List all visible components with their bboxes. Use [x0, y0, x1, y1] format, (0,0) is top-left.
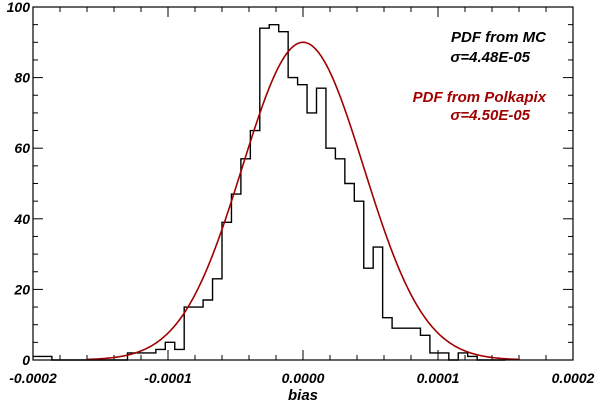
- x-axis-title: bias: [288, 387, 318, 404]
- y-tick-labels: 0 20 40 60 80 100: [7, 0, 31, 368]
- y-tick-label: 80: [14, 70, 30, 86]
- plot-frame: [32, 6, 574, 361]
- x-tick-label: -0.0001: [144, 370, 192, 386]
- mc-histogram-series: [33, 23, 506, 361]
- polkapix-gaussian-series: [86, 41, 520, 361]
- x-tick-labels: -0.0002 -0.0001 0.0000 0.0001 0.0002: [9, 370, 594, 386]
- legend-polkapix-sigma: σ=4.50E-05: [450, 107, 530, 124]
- legend-annotations: PDF from MC σ=4.48E-05 PDF from Polkapixσ=…: [413, 29, 548, 124]
- y-tick-label: 0: [22, 352, 30, 368]
- x-tick-label: -0.0002: [9, 370, 57, 386]
- legend-mc-sigma: σ=4.48E-05: [450, 49, 530, 66]
- y-tick-label: 40: [13, 211, 30, 227]
- x-tick-label: 0.0002: [552, 370, 595, 386]
- x-tick-label: 0.0000: [282, 370, 325, 386]
- legend-polkapix-label: PDF from Polkapix: [413, 89, 547, 106]
- legend-mc-label: PDF from MC: [451, 29, 547, 46]
- y-tick-label: 100: [7, 0, 31, 15]
- x-tick-label: 0.0001: [417, 370, 460, 386]
- y-tick-label: 20: [13, 281, 30, 297]
- y-tick-label: 60: [14, 140, 30, 156]
